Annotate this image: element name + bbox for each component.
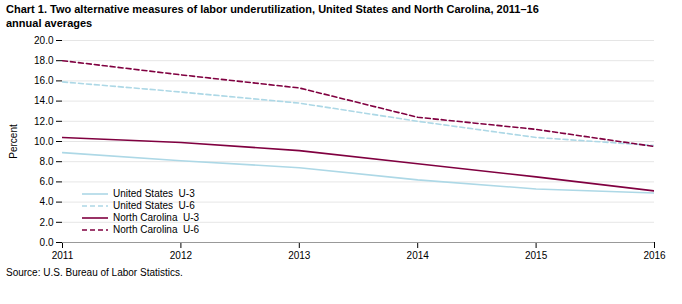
- html-text:Chart 1. Two alternative measu: Chart 1. Two alternative measures of lab…: [6, 3, 539, 15]
- html-text:Source: U.S. Bureau of Labor S: Source: U.S. Bureau of Labor Statistics.: [6, 267, 183, 278]
- svg-text:16.0: 16.0: [34, 75, 54, 86]
- svg-text:6.0: 6.0: [40, 176, 54, 187]
- html-text:North Carolina U-6: North Carolina U-6: [113, 224, 200, 235]
- svg-text:2.0: 2.0: [40, 217, 54, 228]
- svg-text:0.0: 0.0: [40, 237, 54, 248]
- svg-text:14.0: 14.0: [34, 95, 54, 106]
- html-text:United States U-3: United States U-3: [113, 188, 195, 199]
- svg-text:2013: 2013: [288, 250, 311, 261]
- svg-text:2012: 2012: [170, 250, 193, 261]
- svg-text:2016: 2016: [643, 250, 666, 261]
- svg-text:20.0: 20.0: [34, 35, 54, 46]
- html-text:annual averages: annual averages: [6, 17, 93, 29]
- svg-text:Percent: Percent: [8, 124, 19, 159]
- svg-text:10.0: 10.0: [34, 136, 54, 147]
- svg-text:12.0: 12.0: [34, 116, 54, 127]
- svg-text:18.0: 18.0: [34, 55, 54, 66]
- html-text:United States U-6: United States U-6: [113, 200, 195, 211]
- svg-text:2011: 2011: [52, 250, 74, 261]
- svg-text:8.0: 8.0: [40, 156, 54, 167]
- svg-text:4.0: 4.0: [40, 196, 54, 207]
- svg-text:2015: 2015: [525, 250, 548, 261]
- svg-text:2014: 2014: [407, 250, 430, 261]
- html-text:North Carolina U-3: North Carolina U-3: [113, 212, 200, 223]
